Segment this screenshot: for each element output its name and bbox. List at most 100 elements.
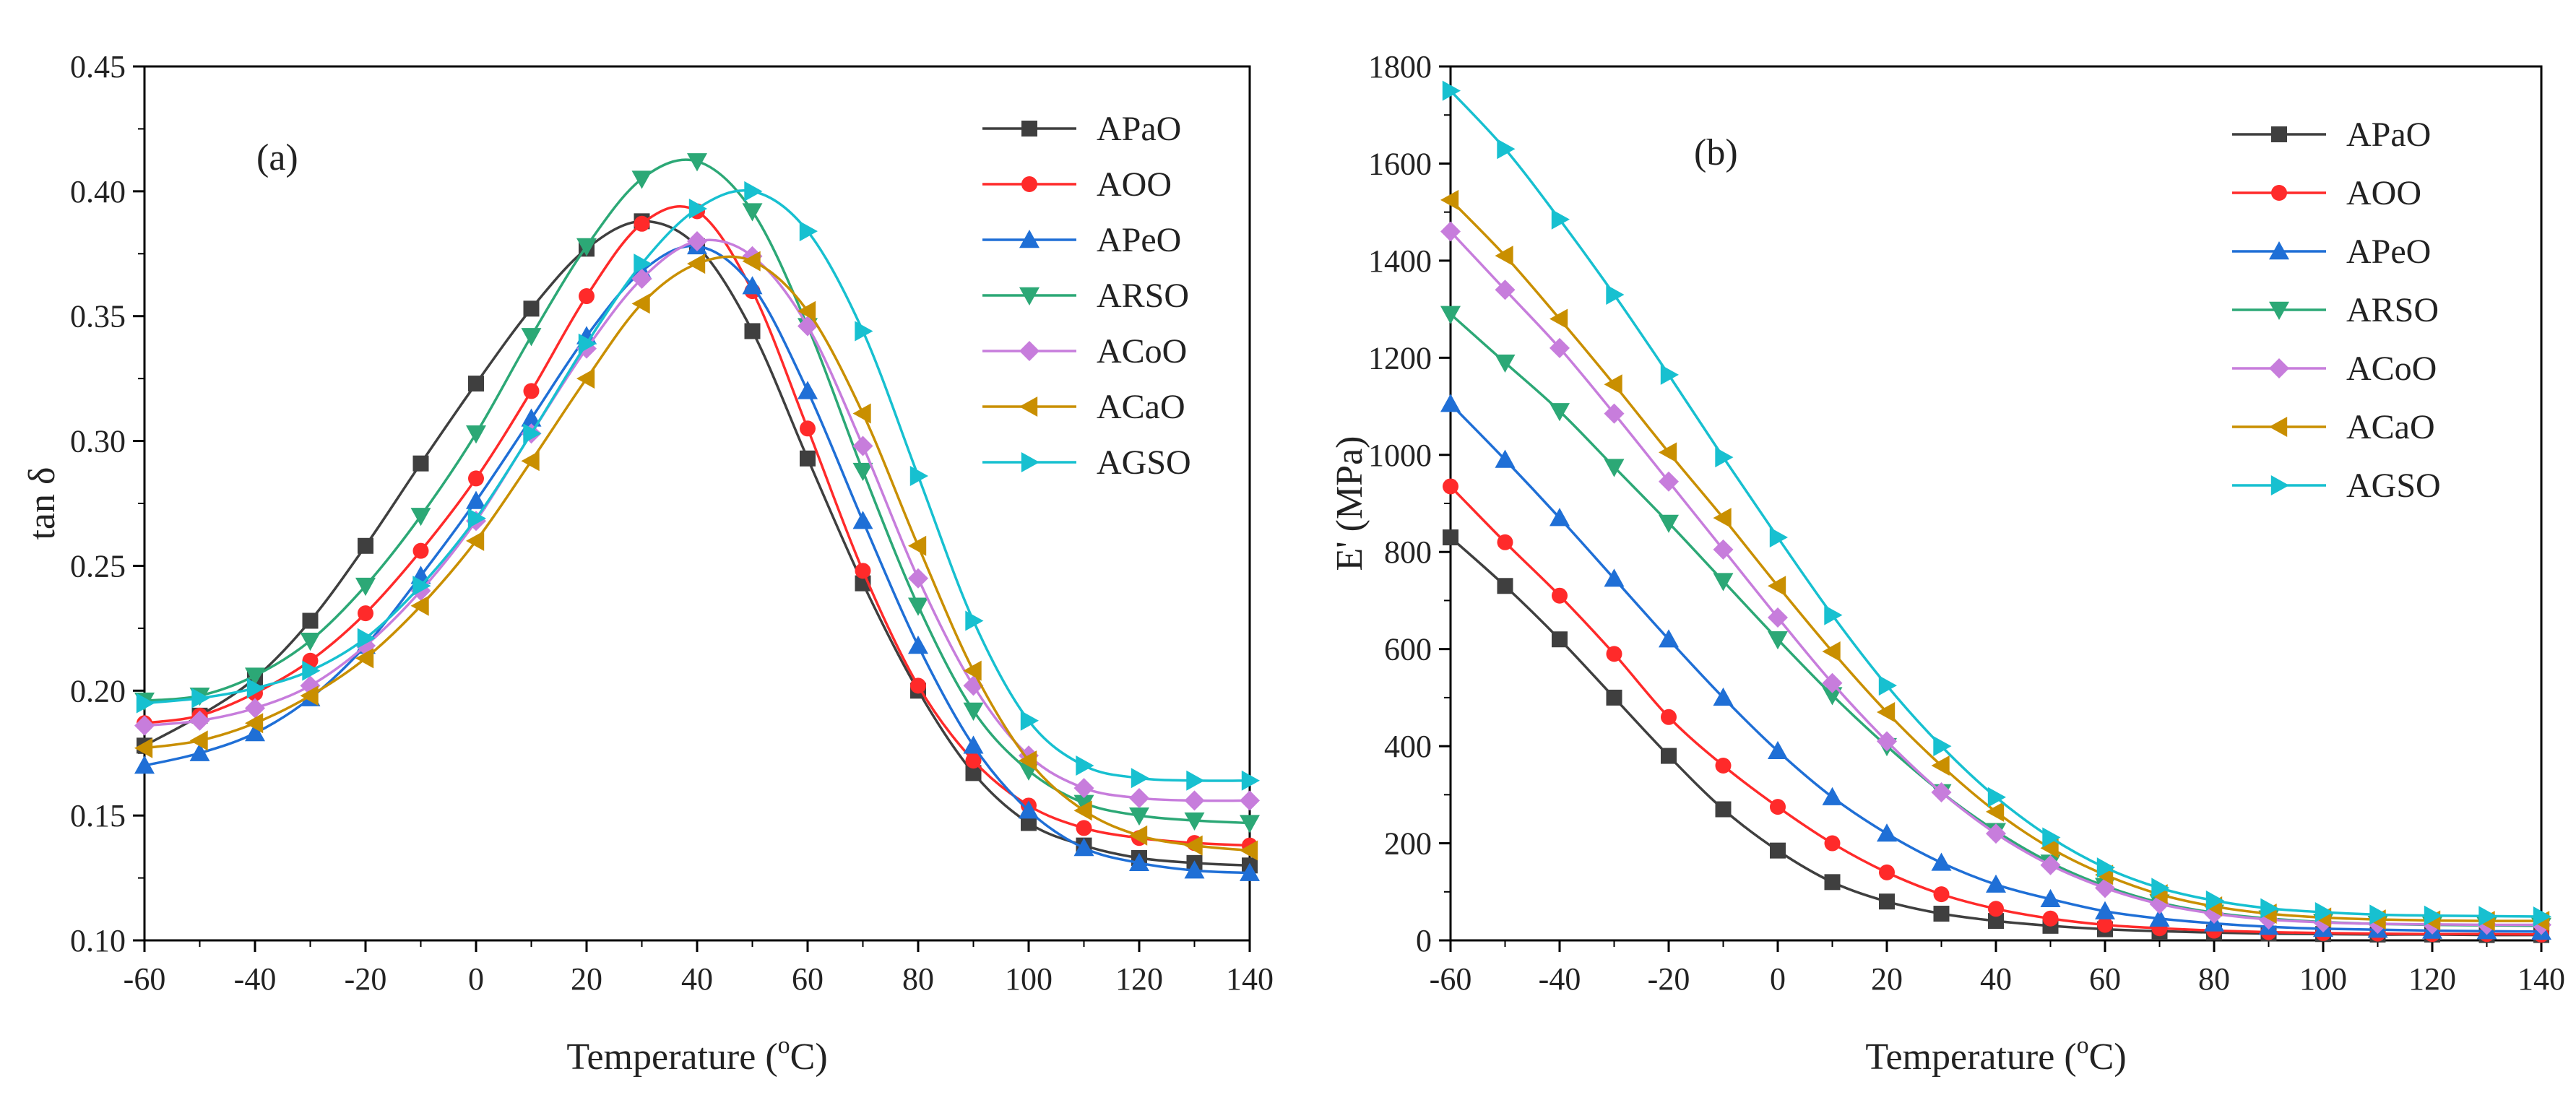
data-point-ACoO xyxy=(1713,539,1734,560)
y-tick-label: 0 xyxy=(1416,923,1432,958)
x-tick-label: 0 xyxy=(468,961,484,997)
data-point-AGSO xyxy=(1715,447,1734,468)
y-tick-label: 0.20 xyxy=(70,673,126,709)
data-point-AOO xyxy=(1497,534,1513,550)
data-point-AOO xyxy=(579,288,595,305)
data-point-ACaO xyxy=(852,403,871,424)
legend-marker-AOO xyxy=(2271,185,2287,201)
data-point-ARSO xyxy=(355,577,376,597)
data-point-ACaO xyxy=(2040,838,2059,859)
legend-marker-APaO xyxy=(1021,121,1037,137)
data-point-AGSO xyxy=(523,423,542,444)
data-point-AOO xyxy=(634,215,650,232)
data-point-APeO xyxy=(2040,888,2061,908)
data-point-ACoO xyxy=(1986,823,2006,844)
x-tick-label: 140 xyxy=(2517,961,2565,997)
data-point-APeO xyxy=(742,276,763,295)
data-point-AGSO xyxy=(2151,878,2170,898)
series-ARSO xyxy=(134,153,1260,833)
data-point-AOO xyxy=(1879,864,1895,880)
data-point-APaO xyxy=(358,537,373,554)
legend-label-AGSO: AGSO xyxy=(1097,443,1191,482)
data-point-ACaO xyxy=(410,595,429,616)
data-point-AOO xyxy=(2042,910,2059,927)
data-point-AOO xyxy=(1988,901,2004,917)
data-point-ACoO xyxy=(2040,854,2061,875)
data-point-ACaO xyxy=(189,730,208,751)
data-point-ACaO xyxy=(576,368,595,389)
data-point-AOO xyxy=(965,753,982,769)
data-point-AGSO xyxy=(2478,906,2497,927)
data-point-AGSO xyxy=(1824,605,1843,625)
x-tick-label: 140 xyxy=(1226,961,1274,997)
panel-b-xlabel: Temperature (oC) xyxy=(1865,1032,2126,1078)
data-point-APaO xyxy=(1021,815,1037,831)
data-point-ACaO xyxy=(1931,755,1950,776)
legend-marker-APeO xyxy=(1019,230,1040,248)
data-point-AOO xyxy=(2097,917,2113,933)
y-tick-label: 0.40 xyxy=(70,174,126,209)
legend-label-APeO: APeO xyxy=(2346,233,2431,271)
y-tick-label: 1000 xyxy=(1368,438,1432,473)
data-point-APaO xyxy=(1988,913,2004,930)
data-point-APaO xyxy=(965,765,982,781)
x-tick-label: 0 xyxy=(1770,961,1786,997)
data-point-ARSO xyxy=(1073,794,1094,813)
data-point-APeO xyxy=(1440,394,1461,412)
data-point-ACaO xyxy=(963,660,982,681)
data-point-ACoO xyxy=(1073,778,1094,799)
legend-label-ACoO: ACoO xyxy=(1097,332,1187,371)
data-point-ACaO xyxy=(245,713,264,734)
data-point-ARSO xyxy=(576,238,597,256)
data-point-AGSO xyxy=(1241,770,1260,791)
data-point-ACoO xyxy=(1129,787,1149,808)
legend-marker-ACoO xyxy=(2269,358,2289,378)
y-tick-label: 0.10 xyxy=(70,923,126,958)
data-point-APeO xyxy=(908,636,928,654)
data-point-ARSO xyxy=(1768,631,1788,650)
data-point-AGSO xyxy=(688,199,707,220)
data-point-ACaO xyxy=(466,530,485,551)
data-point-APaO xyxy=(412,455,429,472)
data-point-AGSO xyxy=(357,628,376,649)
legend-marker-ARSO xyxy=(2269,301,2289,320)
data-point-AOO xyxy=(1606,646,1622,662)
data-point-ARSO xyxy=(1604,459,1625,477)
data-point-APeO xyxy=(1659,629,1679,648)
data-point-ACaO xyxy=(1184,835,1203,856)
x-tick-label: -40 xyxy=(1539,961,1581,997)
series-line-AOO xyxy=(144,204,1250,847)
data-point-ACaO xyxy=(1240,840,1258,861)
legend-marker-AOO xyxy=(1021,176,1037,192)
data-point-APeO xyxy=(1129,852,1149,872)
data-point-APeO xyxy=(1019,800,1039,819)
data-point-AGSO xyxy=(2205,890,2224,911)
y-tick-label: 1800 xyxy=(1368,49,1432,85)
data-point-ARSO xyxy=(963,702,984,721)
data-point-AOO xyxy=(412,542,429,559)
data-point-ACaO xyxy=(1822,641,1841,662)
series-ACaO xyxy=(134,251,1258,861)
data-point-AGSO xyxy=(965,610,984,631)
data-point-ACoO xyxy=(1931,781,1952,802)
data-point-ACoO xyxy=(1659,471,1679,492)
y-tick-label: 0.30 xyxy=(70,424,126,459)
data-point-AOO xyxy=(1770,799,1786,815)
x-tick-label: 60 xyxy=(2089,961,2121,997)
data-point-ACaO xyxy=(1073,800,1092,821)
data-point-ARSO xyxy=(300,632,321,651)
data-point-ACoO xyxy=(687,231,707,251)
legend-marker-ARSO xyxy=(1019,287,1040,306)
data-point-ACaO xyxy=(1986,801,2005,822)
y-tick-label: 200 xyxy=(1384,826,1432,862)
y-tick-label: 800 xyxy=(1384,534,1432,570)
data-point-AOO xyxy=(1715,758,1732,774)
data-point-ACaO xyxy=(355,648,374,669)
data-point-AOO xyxy=(1443,478,1458,495)
data-point-AGSO xyxy=(1660,364,1679,385)
series-line-ACoO xyxy=(144,238,1250,802)
data-point-APaO xyxy=(1552,631,1568,648)
data-point-ACoO xyxy=(1440,221,1461,242)
panel-a-ticks: -60 -40 -20 0 20 40 60 80 100 120 140 0.10 0.15 0.20 0… xyxy=(70,49,1274,997)
data-point-ACoO xyxy=(1184,790,1205,811)
